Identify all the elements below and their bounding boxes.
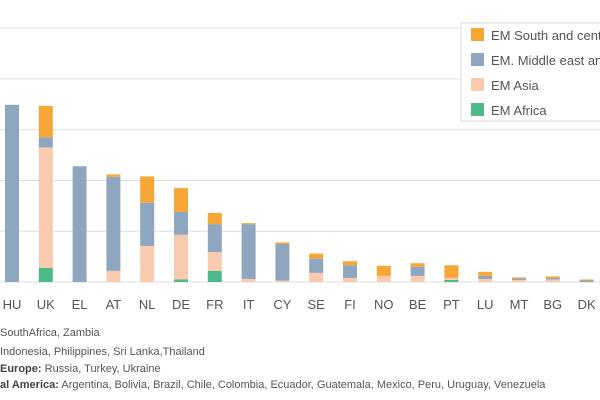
bar-segment — [38, 137, 53, 148]
legend-swatch — [471, 103, 484, 116]
bar-segment — [207, 252, 222, 271]
legend-item: EM South and central America — [471, 28, 600, 43]
bar-segment — [241, 223, 256, 225]
bar-segment — [343, 277, 357, 282]
bar-segment — [410, 275, 425, 282]
bar-segment — [241, 278, 256, 282]
x-tick-label: AT — [106, 297, 122, 312]
x-tick-label: EL — [72, 297, 88, 312]
bar-segment — [275, 280, 290, 282]
note-text: Russia, Turkey, Ukraine — [41, 363, 161, 375]
bar-segment — [106, 270, 121, 282]
legend-box — [460, 22, 600, 122]
bar-segment — [545, 277, 560, 280]
note-text: Argentina, Bolivia, Brazil, Chile, Colom… — [58, 379, 546, 391]
bar-segment — [444, 279, 459, 282]
bar-segment — [410, 266, 425, 276]
note-america: al America: Argentina, Bolivia, Brazil, … — [0, 378, 545, 392]
legend-item: EM Africa — [471, 103, 547, 118]
note-text: SouthAfrica, Zambia — [0, 327, 100, 339]
bar-segment — [38, 147, 53, 268]
x-tick-label: UK — [37, 297, 55, 312]
bar-segment — [343, 265, 357, 278]
bar-segment — [207, 270, 222, 282]
gridlines — [0, 27, 600, 283]
bar-segment — [207, 224, 222, 253]
x-tick-label: SE — [308, 297, 326, 312]
x-tick-label: IT — [243, 297, 255, 312]
legend-label: EM Africa — [491, 103, 547, 118]
x-tick-label: LU — [477, 297, 494, 312]
bar-segment — [174, 279, 188, 282]
bar-segment — [275, 242, 290, 244]
legend-swatch — [471, 53, 484, 66]
bar-segment — [174, 188, 188, 212]
bar-segment — [72, 166, 87, 282]
bar-segment — [545, 279, 560, 282]
bar-segment — [478, 275, 493, 279]
bar-segment — [309, 272, 324, 282]
x-tick-label: MT — [510, 297, 529, 312]
bar-segment — [309, 258, 324, 273]
bar-segment — [444, 265, 459, 278]
x-tick-label: FR — [206, 297, 223, 312]
note-asia: Indonesia, Philippines, Sri Lanka,Thaila… — [0, 345, 205, 359]
x-tick-label: NL — [139, 297, 156, 312]
x-tick-label: BE — [409, 297, 427, 312]
legend-item: EM. Middle east and Europe — [471, 53, 600, 68]
bar-segment — [444, 277, 459, 280]
bar-segment — [140, 245, 155, 282]
legend-label: EM. Middle east and Europe — [491, 53, 600, 68]
note-prefix: Europe: — [0, 363, 42, 375]
legend-swatch — [471, 78, 484, 91]
bar-segment — [579, 280, 594, 282]
x-tick-label: HU — [3, 297, 22, 312]
bar-segment — [140, 202, 155, 246]
legend-item: EM Asia — [471, 78, 539, 93]
bar-segment — [512, 278, 526, 280]
bar-segment — [5, 104, 19, 282]
x-tick-label: DK — [578, 297, 596, 312]
bar-segment — [410, 263, 425, 267]
bar-segment — [545, 276, 560, 278]
bar-segment — [309, 253, 324, 259]
stacked-bar-chart: HU UK EL AT NL DE FR IT CY SE FI NO BE PT LU MT BG DK EM … — [0, 22, 600, 312]
bar-segment — [140, 176, 155, 203]
x-tick-label: DE — [172, 297, 190, 312]
bar-segment — [38, 267, 53, 282]
legend: EM South and central America EM. Middle … — [460, 22, 600, 122]
note-prefix: al America: — [0, 379, 59, 391]
note-text: Indonesia, Philippines, Sri Lanka,Thaila… — [0, 346, 205, 358]
legend-swatch — [471, 28, 484, 41]
x-tick-label: FI — [344, 297, 356, 312]
note-europe: Europe: Russia, Turkey, Ukraine — [0, 362, 161, 376]
bar-segment — [478, 278, 493, 282]
bar-segment — [174, 211, 188, 235]
x-axis-ticks: HU UK EL AT NL DE FR IT CY SE FI NO BE PT LU MT BG DK — [3, 297, 596, 312]
x-tick-label: NO — [374, 297, 394, 312]
bar-segment — [579, 279, 594, 281]
bar-segment — [174, 234, 188, 280]
x-tick-label: CY — [273, 297, 291, 312]
bar-segment — [512, 279, 526, 282]
bar-stacks — [5, 104, 594, 282]
bar-segment — [376, 265, 391, 276]
bar-segment — [275, 243, 290, 281]
bar-segment — [376, 275, 391, 282]
bar-segment — [343, 261, 357, 266]
bar-segment — [38, 105, 53, 138]
bar-segment — [106, 174, 121, 177]
bar-segment — [106, 176, 121, 271]
legend-label: EM Asia — [491, 78, 539, 93]
bar-segment — [512, 277, 526, 279]
x-tick-label: PT — [443, 297, 460, 312]
bar-segment — [207, 212, 222, 225]
legend-label: EM South and central America — [491, 28, 600, 43]
x-tick-label: BG — [543, 297, 562, 312]
note-africa: SouthAfrica, Zambia — [0, 326, 100, 340]
bar-segment — [241, 224, 256, 279]
bar-segment — [478, 271, 493, 276]
